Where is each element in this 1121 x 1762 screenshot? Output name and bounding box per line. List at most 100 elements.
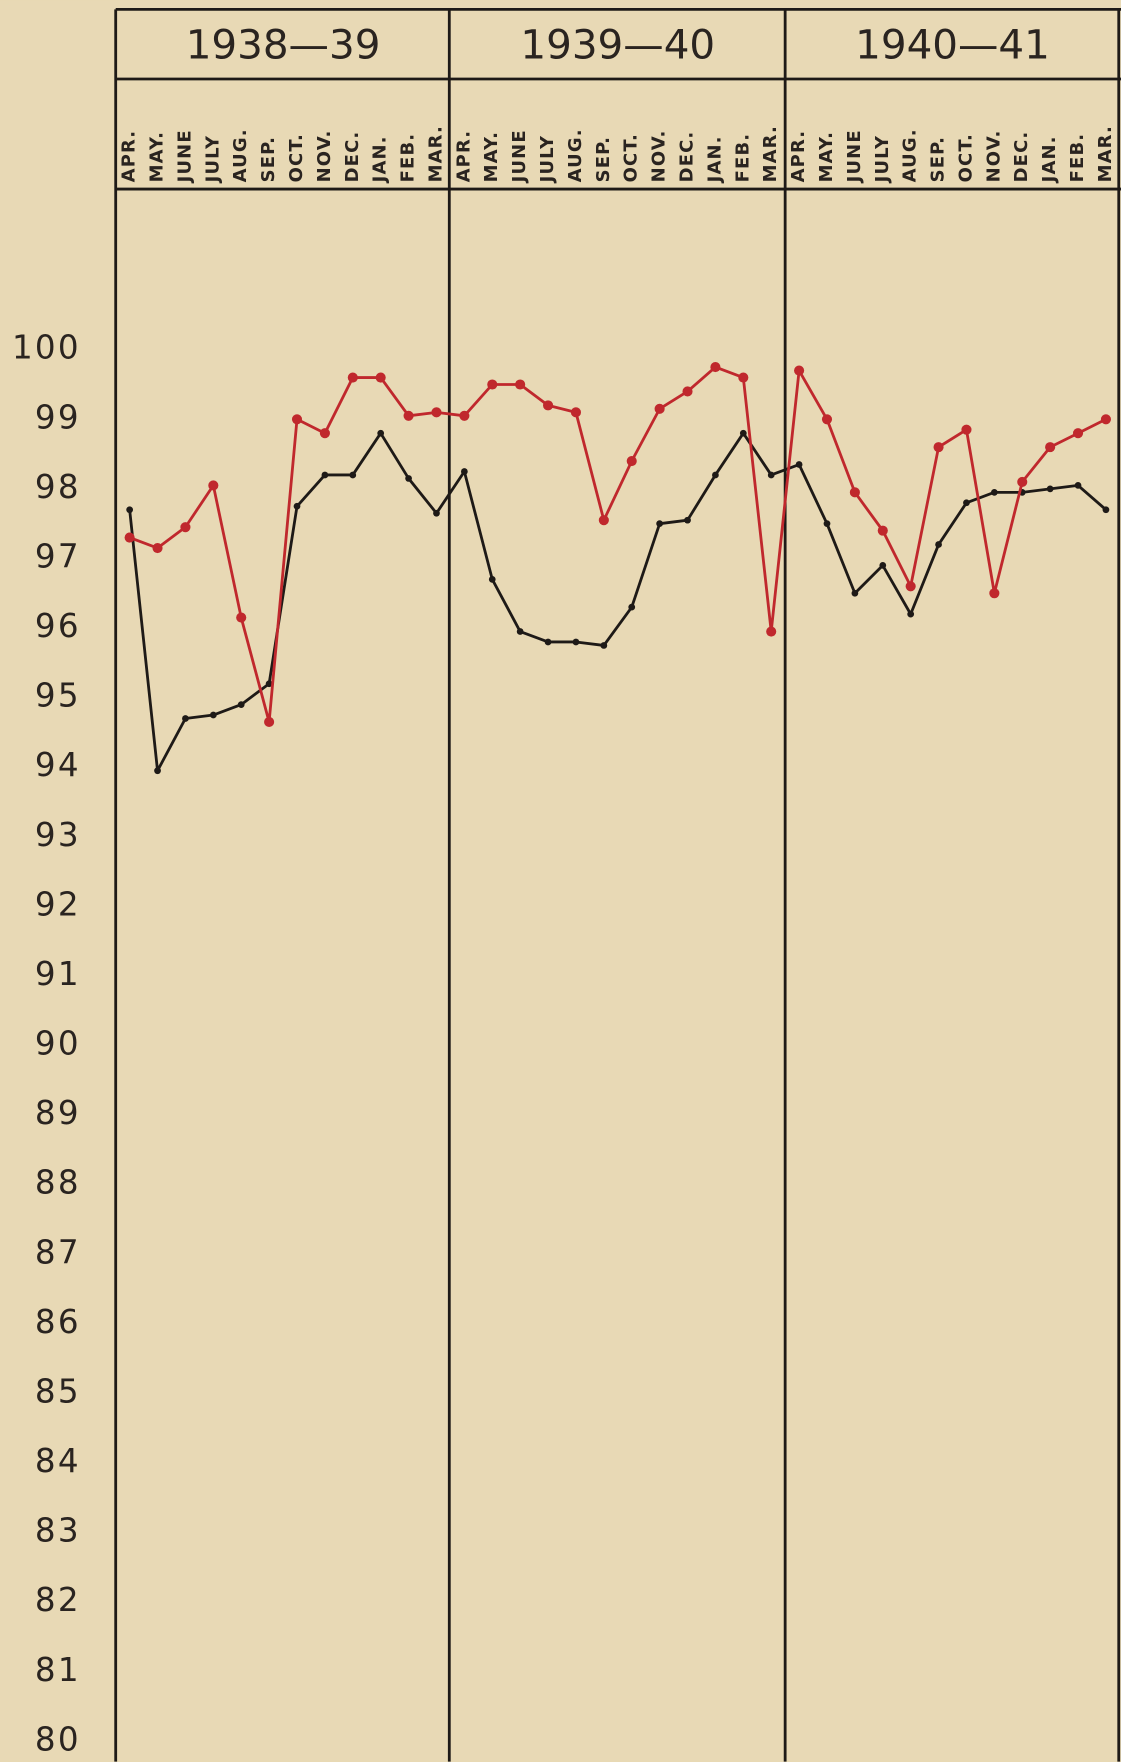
data-point bbox=[375, 372, 386, 383]
x-tick-label: MAY. bbox=[481, 131, 502, 182]
data-point bbox=[1072, 428, 1084, 439]
data-point bbox=[712, 471, 719, 479]
data-point bbox=[1074, 482, 1082, 489]
x-tick-label: JULY bbox=[537, 135, 558, 184]
x-tick-label: MAR. bbox=[425, 125, 446, 182]
data-point bbox=[1045, 442, 1056, 453]
y-tick-label: 88 bbox=[35, 1164, 81, 1202]
x-tick-label: JUNE bbox=[509, 129, 530, 184]
data-point bbox=[877, 525, 888, 536]
data-point bbox=[433, 509, 440, 517]
x-tick-label: FEB. bbox=[398, 133, 419, 183]
x-tick-label: DEC. bbox=[1011, 131, 1032, 183]
data-point bbox=[766, 626, 777, 637]
data-point bbox=[154, 767, 161, 775]
y-tick-label: 92 bbox=[35, 885, 81, 923]
data-point bbox=[236, 612, 247, 623]
data-point bbox=[265, 680, 273, 688]
x-tick-label: NOV. bbox=[314, 130, 335, 183]
y-tick-label: 90 bbox=[35, 1025, 81, 1063]
y-tick-label: 97 bbox=[35, 537, 81, 575]
x-tick-label: APR. bbox=[788, 130, 809, 183]
x-tick-label: JUNE bbox=[844, 129, 865, 184]
x-tick-label: SEP. bbox=[928, 136, 949, 182]
x-tick-label: SEP. bbox=[593, 136, 614, 182]
group-label: 1940—41 bbox=[855, 21, 1050, 69]
x-tick-label: JULY bbox=[872, 135, 893, 184]
data-point bbox=[152, 542, 163, 554]
x-tick-label: OCT. bbox=[286, 133, 307, 182]
data-point bbox=[349, 471, 357, 479]
series-line bbox=[129, 365, 1107, 724]
data-point bbox=[767, 471, 775, 479]
data-point bbox=[319, 428, 330, 439]
x-tick-label: AUG. bbox=[565, 128, 586, 182]
data-point bbox=[487, 379, 498, 390]
data-point bbox=[682, 386, 693, 397]
frame bbox=[114, 7, 1121, 1762]
x-tick-label: FEB. bbox=[1067, 133, 1088, 183]
x-tick-label: MAY. bbox=[147, 131, 168, 182]
x-tick-label: MAR. bbox=[760, 125, 781, 182]
x-tick-label: NOV. bbox=[983, 130, 1004, 183]
y-tick-label: 100 bbox=[12, 329, 81, 367]
y-tick-label: 99 bbox=[35, 398, 81, 436]
data-point bbox=[907, 610, 915, 618]
data-point bbox=[905, 581, 916, 592]
data-point bbox=[598, 515, 609, 526]
x-tick-label: SEP. bbox=[258, 136, 279, 182]
group-label: 1938—39 bbox=[186, 21, 381, 69]
data-point bbox=[516, 628, 524, 635]
data-point bbox=[849, 487, 860, 498]
y-tick-label: 89 bbox=[35, 1094, 81, 1132]
group-label: 1939—40 bbox=[520, 21, 715, 69]
data-point bbox=[431, 407, 442, 418]
y-tick-label: 87 bbox=[35, 1233, 81, 1271]
x-tick-label: JAN. bbox=[704, 135, 725, 184]
x-tick-label: OCT. bbox=[621, 133, 642, 182]
data-point bbox=[600, 642, 608, 649]
x-tick-label: JUNE bbox=[174, 129, 195, 184]
data-point bbox=[182, 715, 189, 722]
data-point bbox=[403, 410, 414, 421]
data-point bbox=[572, 638, 580, 646]
data-point bbox=[738, 372, 749, 383]
x-tick-label: JAN. bbox=[1039, 135, 1060, 184]
data-point bbox=[794, 365, 805, 376]
data-point bbox=[656, 520, 663, 528]
data-point bbox=[124, 532, 135, 543]
data-point bbox=[377, 429, 385, 437]
data-point bbox=[209, 711, 217, 719]
y-tick-label: 94 bbox=[35, 746, 81, 784]
data-point bbox=[933, 442, 944, 453]
y-tick-label: 98 bbox=[35, 468, 81, 506]
data-point bbox=[208, 480, 219, 491]
x-tick-label: JAN. bbox=[370, 135, 391, 184]
x-tick-label: AUG. bbox=[230, 128, 251, 182]
y-tick-label: 86 bbox=[35, 1303, 81, 1341]
data-point bbox=[684, 516, 691, 524]
data-point bbox=[459, 410, 470, 421]
data-point bbox=[821, 414, 833, 425]
data-point bbox=[570, 407, 581, 418]
data-point bbox=[795, 461, 803, 468]
data-point bbox=[823, 520, 831, 528]
y-tick-label: 96 bbox=[35, 607, 81, 645]
x-tick-label: OCT. bbox=[955, 133, 976, 182]
data-point bbox=[710, 362, 721, 373]
data-point bbox=[460, 468, 468, 475]
data-point bbox=[1102, 506, 1110, 514]
x-tick-label: JULY bbox=[202, 135, 223, 184]
y-tick-label: 82 bbox=[35, 1581, 81, 1619]
y-tick-label: 93 bbox=[35, 816, 81, 854]
data-point bbox=[851, 589, 859, 597]
x-tick-label: DEC. bbox=[677, 131, 698, 183]
data-point bbox=[739, 429, 747, 437]
x-tick-label: APR. bbox=[453, 130, 474, 183]
x-tick-label: MAY. bbox=[816, 131, 837, 182]
x-tick-label: AUG. bbox=[900, 128, 921, 182]
data-point bbox=[291, 414, 303, 425]
y-tick-label: 83 bbox=[35, 1512, 81, 1550]
